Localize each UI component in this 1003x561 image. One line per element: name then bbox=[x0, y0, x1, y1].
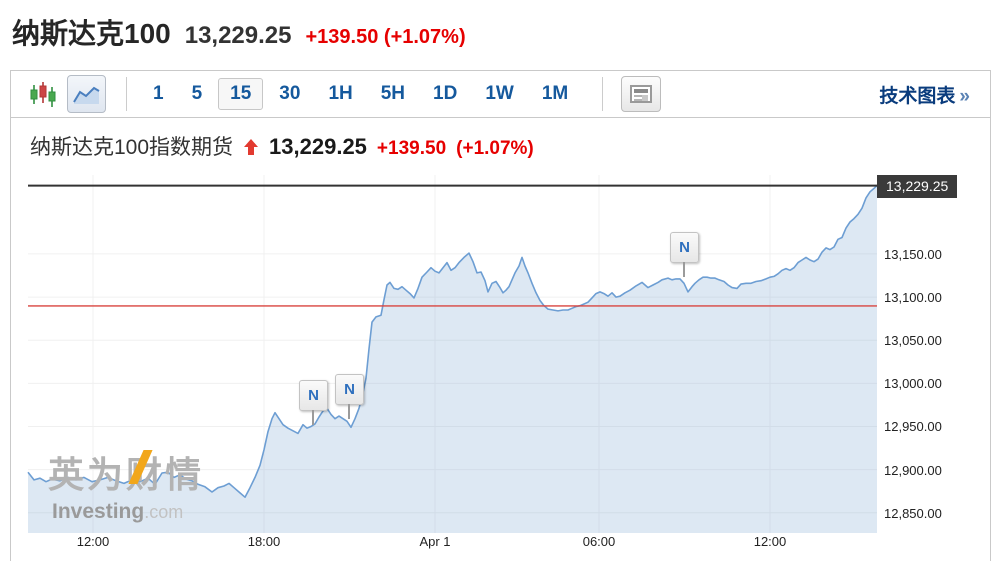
instrument-title: 纳斯达克100 bbox=[12, 18, 171, 49]
interval-5[interactable]: 5 bbox=[191, 83, 203, 104]
news-panel-icon bbox=[630, 85, 653, 103]
news-panel-button[interactable] bbox=[621, 76, 662, 112]
x-axis-label: 12:00 bbox=[753, 534, 787, 549]
price-change: +139.50 (+1.07%) bbox=[305, 26, 466, 48]
candlestick-icon[interactable] bbox=[29, 80, 57, 108]
y-axis-label: 13,050.00 bbox=[884, 333, 942, 349]
y-axis-label: 12,950.00 bbox=[884, 419, 942, 435]
chart-last-price: 13,229.25 bbox=[269, 134, 367, 159]
interval-1H[interactable]: 1H bbox=[328, 83, 353, 104]
toolbar-divider bbox=[126, 77, 127, 111]
y-axis-label: 13,000.00 bbox=[884, 376, 942, 392]
technical-charts-label: 技术图表 bbox=[879, 85, 956, 107]
y-axis-label: 12,850.00 bbox=[884, 505, 942, 521]
current-price-tag: 13,229.25 bbox=[877, 174, 958, 198]
area-series-fill bbox=[28, 185, 877, 533]
interval-buttons: 1 5 15 30 1H 5H 1D 1W 1M bbox=[139, 78, 582, 110]
news-flag[interactable]: N bbox=[299, 380, 328, 426]
y-axis-label: 13,100.00 bbox=[884, 290, 942, 306]
y-axis-label: 12,900.00 bbox=[884, 462, 942, 478]
news-flag-stem bbox=[348, 404, 350, 420]
interval-30[interactable]: 30 bbox=[279, 83, 301, 104]
interval-15[interactable]: 15 bbox=[218, 78, 264, 110]
chart-toolbar: 1 5 15 30 1H 5H 1D 1W 1M 技术图表» bbox=[11, 71, 990, 118]
news-flag[interactable]: N bbox=[335, 374, 364, 420]
chart-instrument-name: 纳斯达克100指数期货 bbox=[30, 136, 234, 159]
interval-1[interactable]: 1 bbox=[153, 83, 164, 104]
x-axis-label: Apr 1 bbox=[419, 534, 451, 549]
interval-5H[interactable]: 5H bbox=[380, 83, 406, 104]
area-chart-icon[interactable] bbox=[67, 75, 106, 113]
technical-charts-link[interactable]: 技术图表» bbox=[879, 81, 970, 108]
chart-change-percent: (+1.07%) bbox=[456, 138, 534, 159]
x-axis-label: 06:00 bbox=[582, 534, 616, 549]
news-flag-stem bbox=[312, 410, 314, 426]
chart-header: 纳斯达克100指数期货 13,229.25 +139.50 (+1.07%) bbox=[30, 131, 534, 161]
news-flag-stem bbox=[683, 262, 685, 278]
chevron-right-icon: » bbox=[959, 85, 970, 107]
news-flag[interactable]: N bbox=[670, 232, 699, 278]
x-axis-label: 18:00 bbox=[247, 534, 281, 549]
last-price: 13,229.25 bbox=[184, 22, 292, 49]
y-axis-label: 13,150.00 bbox=[884, 246, 942, 262]
interval-1D[interactable]: 1D bbox=[433, 83, 458, 104]
chart-change: +139.50 bbox=[376, 138, 447, 159]
toolbar-divider bbox=[602, 77, 604, 111]
page-header: 纳斯达克100 13,229.25 +139.50 (+1.07%) bbox=[12, 12, 466, 52]
x-axis-label: 12:00 bbox=[76, 534, 110, 549]
up-arrow-icon bbox=[243, 139, 259, 161]
interval-1M[interactable]: 1M bbox=[541, 83, 569, 104]
area-series-line bbox=[27, 185, 878, 498]
interval-1W[interactable]: 1W bbox=[485, 83, 514, 104]
chart-widget-frame: 1 5 15 30 1H 5H 1D 1W 1M 技术图表» bbox=[10, 70, 991, 561]
